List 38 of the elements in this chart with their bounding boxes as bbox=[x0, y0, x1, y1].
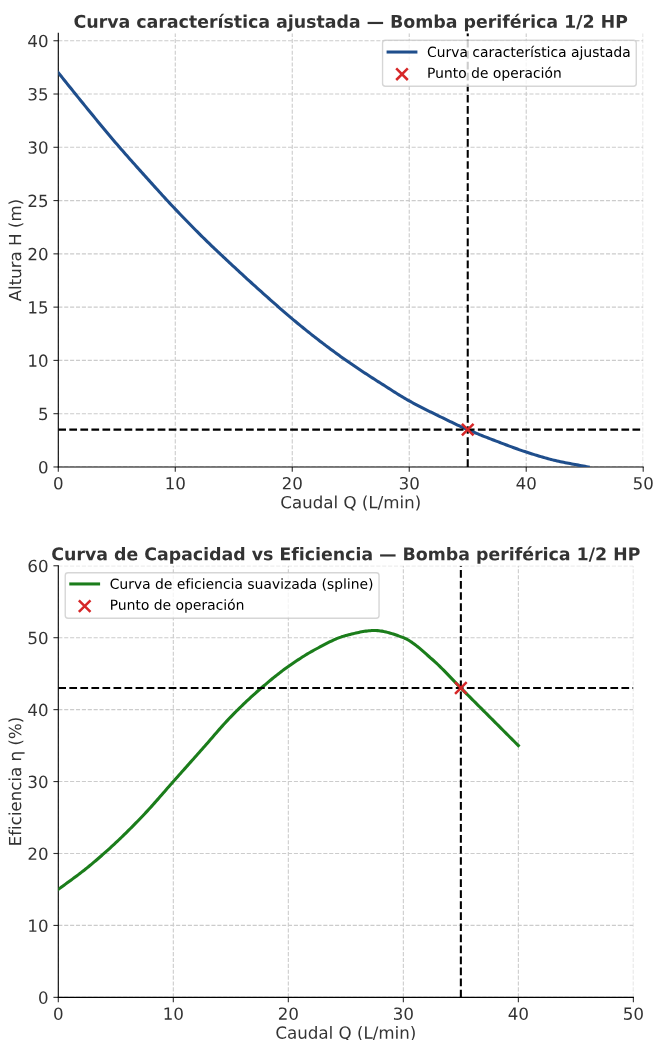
x-tick-label: 30 bbox=[399, 476, 419, 490]
chart-title: Curva de Capacidad vs Eficiencia — Bomba periférica 1/2 HP bbox=[52, 546, 640, 564]
y-tick-label: 5 bbox=[39, 407, 48, 421]
y-tick-label: 10 bbox=[29, 919, 48, 932]
x-axis-title: Caudal Q (L/min) bbox=[281, 495, 420, 511]
x-tick-label: 10 bbox=[164, 1007, 183, 1020]
y-tick-label: 20 bbox=[28, 247, 48, 261]
y-tick-label: 35 bbox=[28, 87, 48, 101]
y-tick-label: 20 bbox=[28, 847, 48, 861]
legend-label: Punto de operación bbox=[111, 598, 244, 613]
x-tick-label: 0 bbox=[54, 476, 63, 490]
x-tick-label: 20 bbox=[278, 1007, 298, 1020]
x-tick-label: 40 bbox=[508, 1007, 528, 1020]
y-tick-label: 50 bbox=[28, 631, 48, 645]
x-tick-label: 40 bbox=[516, 476, 536, 490]
x-tick-label: 50 bbox=[633, 476, 653, 490]
x-tick-label: 10 bbox=[166, 476, 185, 490]
y-tick-label: 40 bbox=[28, 703, 48, 717]
x-axis-title: Caudal Q (L/min) bbox=[276, 1025, 415, 1040]
x-tick-label: 20 bbox=[282, 476, 302, 490]
y-tick-label: 30 bbox=[28, 775, 48, 789]
y-tick-label: 10 bbox=[29, 354, 48, 367]
y-tick-label: 0 bbox=[39, 991, 48, 1004]
legend-label: Curva de eficiencia suavizada (spline) bbox=[110, 578, 373, 592]
y-tick-label: 40 bbox=[28, 34, 48, 48]
y-tick-label: 15 bbox=[29, 301, 48, 314]
y-axis-title: Altura H (m) bbox=[8, 200, 24, 302]
y-tick-label: 60 bbox=[28, 559, 48, 573]
x-tick-label: 0 bbox=[54, 1007, 63, 1020]
y-tick-label: 0 bbox=[39, 460, 48, 474]
chart-title: Curva característica ajustada — Bomba periférica 1/2 HP bbox=[74, 13, 628, 32]
x-tick-label: 30 bbox=[394, 1007, 413, 1020]
y-tick-label: 25 bbox=[28, 194, 48, 208]
y-axis-title: Eficiencia η (%) bbox=[8, 718, 25, 845]
legend-label: Punto de operación bbox=[428, 66, 561, 81]
x-tick-label: 50 bbox=[624, 1007, 643, 1020]
legend-label: Curva característica ajustada bbox=[427, 45, 630, 60]
y-tick-label: 30 bbox=[28, 141, 48, 154]
